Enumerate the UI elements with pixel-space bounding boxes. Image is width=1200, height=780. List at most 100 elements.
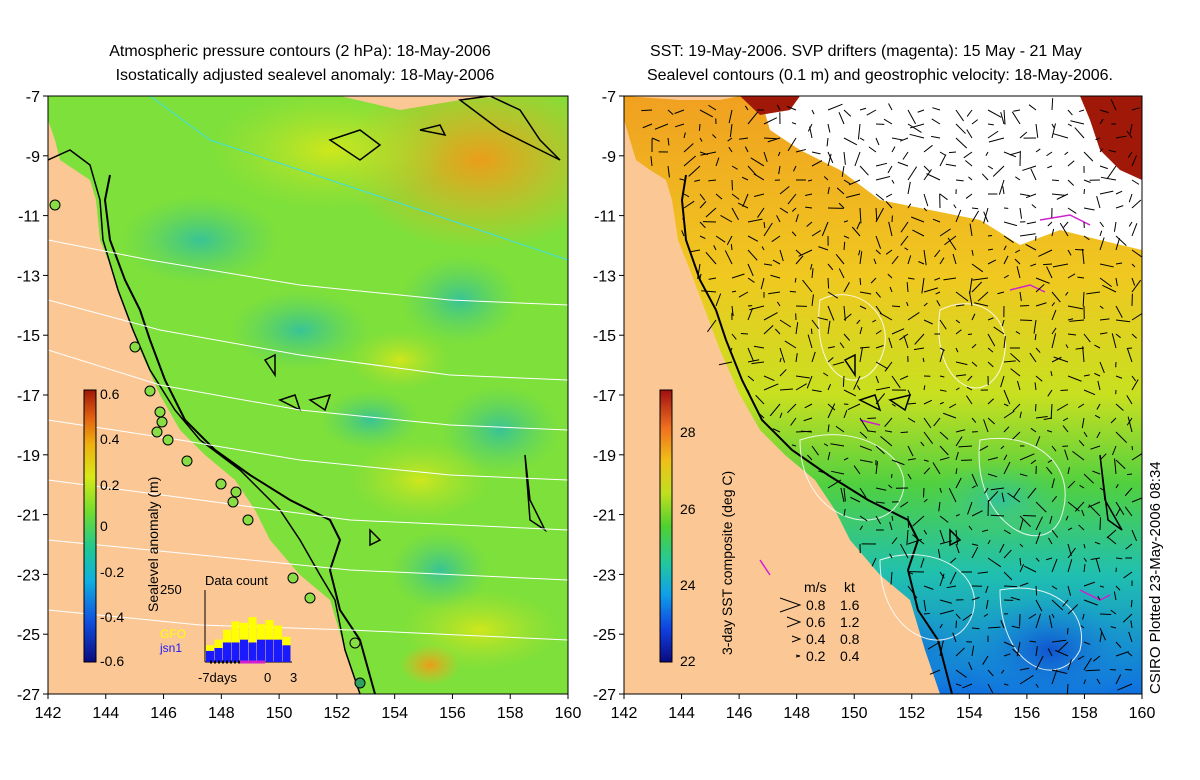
velocity-arrow [1082, 346, 1085, 363]
velocity-arrow [827, 277, 830, 289]
velocity-arrow [859, 107, 867, 111]
velocity-arrow [859, 207, 862, 224]
velocity-arrow [1003, 641, 1015, 648]
velocity-arrow [853, 465, 861, 475]
velocity-arrow [1046, 466, 1053, 475]
velocity-arrow [1022, 165, 1037, 171]
velocity-arrow [1066, 683, 1069, 694]
velocity-arrow [1056, 403, 1069, 411]
velocity-arrow [972, 277, 989, 281]
velocity-arrow [843, 235, 850, 239]
velocity-arrow [955, 513, 960, 517]
velocity-arrow [883, 118, 893, 125]
velocity-arrow [1122, 613, 1133, 623]
velocity-arrow [699, 193, 706, 201]
velocity-arrow [917, 109, 925, 113]
velocity-arrow [1077, 655, 1085, 660]
velocity-arrow [920, 557, 925, 568]
inset-bar-jsn1 [231, 642, 240, 662]
lon-tick-label: 150 [266, 705, 293, 722]
velocity-arrow [699, 235, 706, 239]
velocity-arrow [1128, 631, 1133, 643]
velocity-arrow [1099, 631, 1103, 643]
legend-row: 0.2 0.4 [795, 648, 860, 664]
velocity-arrow [779, 369, 787, 377]
velocity-arrow [1009, 151, 1021, 156]
velocity-arrow [934, 277, 941, 281]
velocity-arrow [795, 383, 807, 391]
lon-tick-label: 156 [439, 705, 466, 722]
velocity-arrow [1035, 375, 1043, 382]
velocity-arrow [1035, 148, 1041, 153]
velocity-arrow [1131, 379, 1139, 391]
data-count-inset: 250 Data count GFO jsn1 -7days 0 3 [159, 573, 297, 685]
velocity-arrow [907, 402, 917, 405]
velocity-arrow [1131, 279, 1142, 293]
velocity-arrow [1029, 352, 1037, 363]
velocity-arrow [971, 473, 978, 487]
lon-tick-label: 156 [1014, 705, 1041, 722]
velocity-arrow [757, 207, 765, 218]
velocity-arrow [932, 218, 941, 223]
velocity-arrow [744, 105, 749, 111]
left-shelf-edge [103, 174, 376, 694]
inset-bar-jsn1 [282, 645, 291, 662]
velocity-arrow [1065, 291, 1069, 296]
sla-map: Atmospheric pressure contours (2 hPa): 1… [47, 43, 569, 695]
velocity-arrow [823, 372, 829, 377]
velocity-arrow [1086, 291, 1101, 295]
velocity-arrow [1131, 497, 1142, 503]
velocity-arrow [966, 386, 973, 391]
velocity-arrow [955, 361, 968, 366]
svg-text:24: 24 [680, 577, 696, 593]
velocity-arrow [1035, 655, 1044, 671]
velocity-arrow [1051, 98, 1054, 111]
velocity-arrow [787, 193, 797, 205]
velocity-arrow [1102, 284, 1117, 293]
velocity-arrow [1056, 193, 1069, 200]
velocity-arrow [1019, 557, 1022, 566]
velocity-arrow [888, 103, 893, 111]
velocity-arrow [1127, 151, 1133, 158]
velocity-arrow [683, 193, 690, 198]
velocity-arrow [747, 111, 759, 125]
velocity-arrow [1000, 111, 1005, 125]
velocity-arrow [985, 585, 989, 593]
velocity-arrow [1046, 151, 1053, 157]
velocity-arrow [1034, 382, 1037, 391]
velocity-arrow [843, 305, 846, 321]
right-title-line1: SST: 19-May-2006. SVP drifters (magenta)… [650, 43, 1082, 60]
velocity-arrow [1126, 473, 1133, 476]
velocity-arrow [871, 557, 877, 567]
lat-tick-label: -23 [17, 567, 40, 584]
velocity-arrow [930, 135, 941, 139]
velocity-arrow [1079, 484, 1085, 489]
velocity-arrow [1035, 599, 1043, 612]
velocity-arrow [720, 214, 733, 223]
velocity-arrow [1094, 344, 1101, 349]
sla-colorbar-ticks: 0.6 0.4 0.2 0 -0.2 -0.4 -0.6 [100, 386, 124, 669]
velocity-arrow [1019, 543, 1024, 548]
velocity-arrow [718, 361, 733, 366]
velocity-arrow [731, 165, 738, 170]
velocity-arrow [1050, 403, 1053, 419]
inset-bar-gfo [240, 622, 248, 640]
velocity-arrow [963, 151, 973, 159]
left-land-png [48, 96, 568, 110]
velocity-arrow [851, 226, 861, 237]
velocity-arrow [955, 436, 963, 447]
velocity-arrow [1114, 458, 1117, 475]
velocity-arrow [1115, 135, 1127, 139]
velocity-arrow [875, 344, 884, 349]
velocity-arrow [767, 137, 781, 143]
velocity-arrow [1083, 431, 1088, 438]
velocity-arrow [728, 146, 733, 153]
velocity-arrow [875, 375, 880, 384]
velocity-arrow [811, 294, 814, 307]
velocity-arrow [1083, 581, 1096, 587]
velocity-arrow [907, 515, 910, 528]
velocity-arrow [1003, 461, 1011, 475]
velocity-arrow [698, 123, 701, 131]
velocity-arrow [955, 613, 961, 620]
velocity-arrow [1127, 652, 1133, 657]
